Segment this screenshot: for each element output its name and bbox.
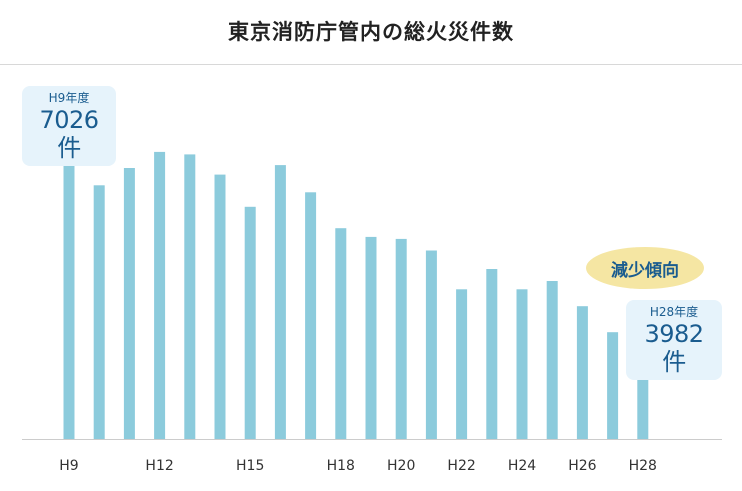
bar-H19 <box>365 236 377 439</box>
start-period-label: H9年度 <box>48 91 90 105</box>
x-tick-label: H18 <box>327 458 355 474</box>
start-count-label: 7026件 <box>39 106 99 162</box>
end-count-label: 3982件 <box>644 320 704 376</box>
x-tick-label: H26 <box>568 458 596 474</box>
bar-H24 <box>516 289 528 439</box>
bar-H15 <box>244 206 256 439</box>
x-tick-label: H9 <box>59 458 78 474</box>
bar-H11 <box>123 168 135 439</box>
bar-H9 <box>63 149 75 439</box>
bar-H23 <box>486 269 498 439</box>
bar-H25 <box>546 281 558 439</box>
x-tick-label: H28 <box>629 458 657 474</box>
chart-title: 東京消防庁管内の総火災件数 <box>228 20 514 44</box>
bar-H22 <box>456 289 468 439</box>
start-callout: H9年度 7026件 <box>22 86 116 166</box>
x-tick-label: H24 <box>508 458 536 474</box>
x-tick-label: H15 <box>236 458 264 474</box>
trend-badge: 減少傾向 <box>586 247 704 289</box>
bar-H14 <box>214 174 226 439</box>
bar-H12 <box>154 151 166 439</box>
bar-H28 <box>637 362 649 439</box>
x-tick-label: H22 <box>447 458 475 474</box>
bar-H26 <box>576 306 588 439</box>
end-period-label: H28年度 <box>649 305 699 319</box>
bar-H21 <box>425 250 437 439</box>
bar-H18 <box>335 228 347 439</box>
bar-H20 <box>395 238 407 439</box>
x-tick-label: H12 <box>145 458 173 474</box>
bar-H17 <box>305 192 317 439</box>
bar-H10 <box>93 185 105 439</box>
end-callout: H28年度 3982件 <box>626 300 722 380</box>
bar-H16 <box>274 165 286 439</box>
bar-H13 <box>184 154 196 439</box>
x-tick-label: H20 <box>387 458 415 474</box>
bar-H27 <box>607 332 619 439</box>
